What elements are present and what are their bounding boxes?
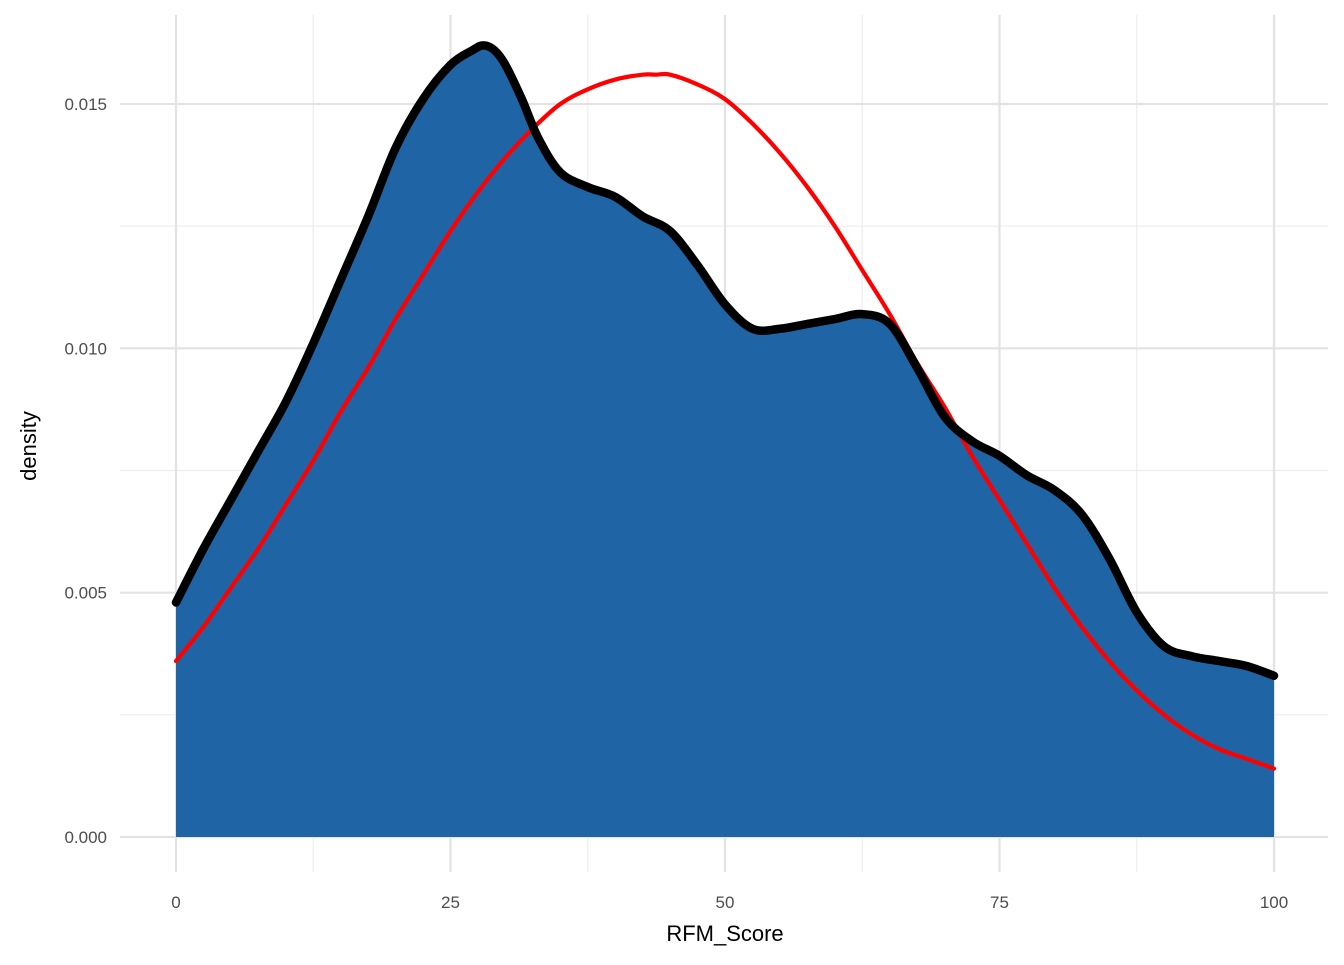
density-area-fill [176,45,1274,838]
y-tick-label: 0.010 [64,339,107,358]
x-tick-label: 100 [1260,893,1288,912]
density-outline [171,41,1279,680]
x-tick-label: 0 [171,893,180,912]
tick-layer: 0 25 50 75 100 0.000 0.005 0.010 0.015 [64,95,1288,912]
y-tick-label: 0.000 [64,828,107,847]
data-layer [171,41,1279,838]
x-axis-title: RFM_Score [666,921,783,946]
x-tick-label: 75 [990,893,1009,912]
x-tick-label: 50 [716,893,735,912]
normal-fit-line [173,71,1277,771]
y-axis-title: density [16,411,41,481]
y-tick-label: 0.015 [64,95,107,114]
x-tick-label: 25 [441,893,460,912]
y-tick-label: 0.005 [64,584,107,603]
